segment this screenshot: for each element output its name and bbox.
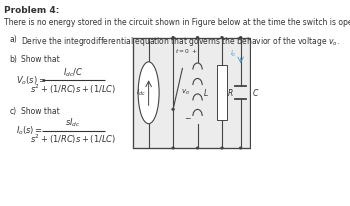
Text: Derive the integrodifferential equation that governs the behavior of the voltage: Derive the integrodifferential equation …	[21, 35, 340, 48]
Circle shape	[221, 147, 223, 149]
Text: $s^2 + (1/RC)s + (1/LC)$: $s^2 + (1/RC)s + (1/LC)$	[30, 82, 117, 96]
Text: $I_{dc}$: $I_{dc}$	[136, 88, 146, 98]
Circle shape	[197, 37, 198, 38]
Text: $i_o$: $i_o$	[230, 49, 237, 59]
Text: $V_o(s) =$: $V_o(s) =$	[16, 74, 46, 87]
Text: b): b)	[9, 55, 18, 64]
Text: $t=0$  $+$: $t=0$ $+$	[175, 47, 199, 55]
Text: $s^2 + (1/RC)s + (1/LC)$: $s^2 + (1/RC)s + (1/LC)$	[30, 132, 117, 146]
Ellipse shape	[138, 62, 159, 124]
Text: Problem 4:: Problem 4:	[5, 6, 60, 15]
Text: $R$: $R$	[227, 87, 233, 98]
Text: $-$: $-$	[184, 112, 192, 122]
Circle shape	[197, 147, 198, 149]
Bar	[217, 65, 227, 120]
Text: $I_o(s) =$: $I_o(s) =$	[16, 124, 43, 137]
Text: $I_{dc}/C$: $I_{dc}/C$	[63, 67, 84, 79]
Text: c): c)	[9, 107, 16, 116]
Text: $v_o$: $v_o$	[181, 88, 190, 97]
Circle shape	[240, 147, 242, 149]
Text: $sI_{dc}$: $sI_{dc}$	[65, 117, 81, 129]
Text: Show that: Show that	[21, 107, 60, 116]
Circle shape	[172, 147, 174, 149]
Text: $C$: $C$	[252, 87, 259, 98]
Text: a): a)	[9, 35, 17, 44]
Circle shape	[240, 37, 242, 38]
Circle shape	[172, 37, 174, 38]
Text: $L$: $L$	[203, 87, 209, 98]
Circle shape	[172, 109, 174, 110]
Circle shape	[221, 37, 223, 38]
Text: There is no energy stored in the circuit shown in Figure below at the time the s: There is no energy stored in the circuit…	[5, 18, 350, 27]
Text: Show that: Show that	[21, 55, 60, 64]
Bar	[133, 37, 250, 148]
